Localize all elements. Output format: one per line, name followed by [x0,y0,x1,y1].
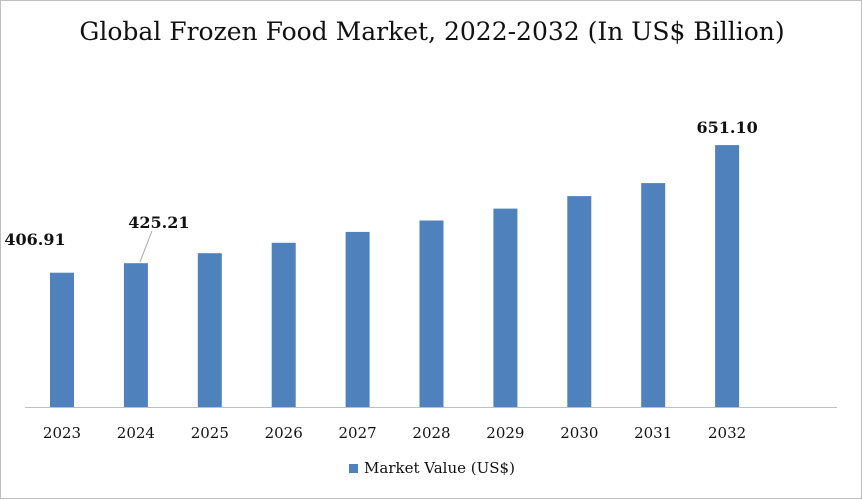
x-tick-label-2026: 2026 [265,424,303,442]
bar-2023 [50,272,74,407]
bar-2032 [715,145,740,407]
legend: Market Value (US$) [1,459,862,477]
x-tick-label-2024: 2024 [117,424,155,442]
legend-swatch [349,464,359,473]
x-tick-label-2027: 2027 [339,424,377,442]
data-label-leader-2024 [139,230,153,263]
x-tick-label-2031: 2031 [634,424,672,442]
bar-2026 [271,242,296,407]
legend-label: Market Value (US$) [364,459,515,477]
bar-2030 [567,196,592,407]
chart-title: Global Frozen Food Market, 2022-2032 (In… [79,17,785,46]
bar-2024 [123,263,148,407]
x-tick-label-2028: 2028 [412,424,450,442]
data-labels: 406.91 425.21 651.10 [4,118,758,263]
bar-series [50,145,740,407]
x-tick-label-2025: 2025 [191,424,229,442]
bar-2031 [641,183,666,407]
x-tick-label-2030: 2030 [560,424,598,442]
bar-2027 [345,231,370,407]
x-tick-labels: 2023 2024 2025 2026 2027 2028 2029 2030 2031 2032 [43,424,746,442]
x-tick-label-2032: 2032 [708,424,746,442]
bar-2029 [493,208,518,407]
bar-2025 [197,253,222,407]
data-label-2023: 406.91 [4,230,65,249]
data-label-2024: 425.21 [128,213,189,232]
data-label-2032: 651.10 [696,118,757,137]
bar-2028 [419,220,444,407]
x-tick-label-2029: 2029 [486,424,524,442]
x-tick-label-2023: 2023 [43,424,81,442]
